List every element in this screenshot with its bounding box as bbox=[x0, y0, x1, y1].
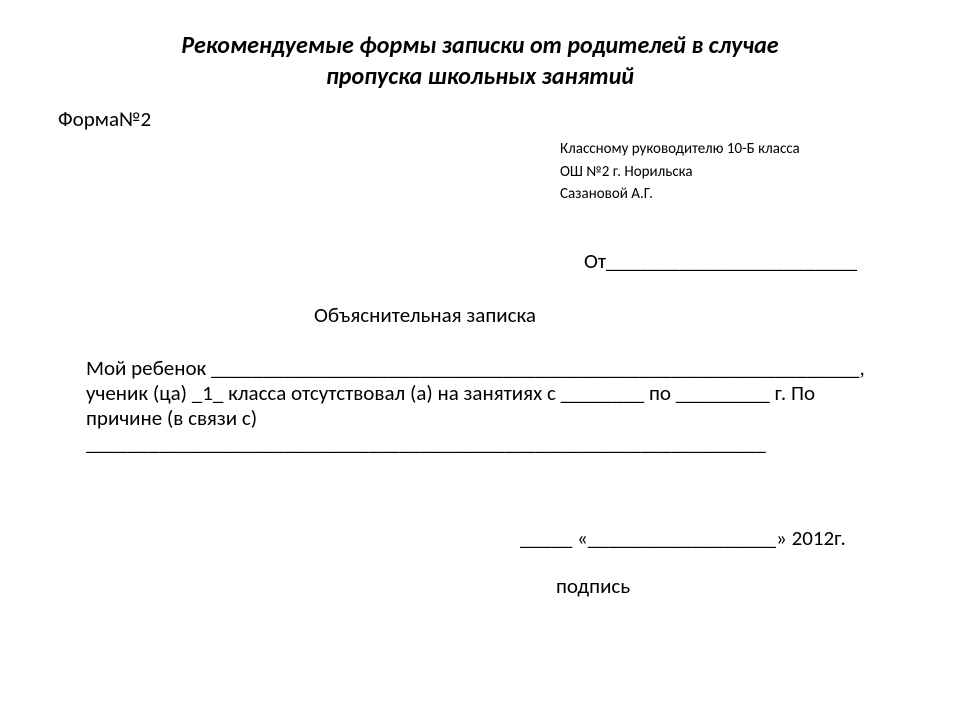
body-text: Мой ребенок ____________________________… bbox=[86, 356, 870, 457]
addressee-line-3: Сазановой А.Г. bbox=[560, 183, 910, 206]
signature-label: подпись bbox=[556, 573, 910, 599]
addressee-block: Классному руководителю 10-Б класса ОШ №2… bbox=[560, 138, 910, 206]
form-number: Форма№2 bbox=[58, 106, 910, 132]
date-line: _____ «__________________» 2012г. bbox=[520, 525, 910, 551]
document-title: Объяснительная записка bbox=[0, 302, 910, 328]
title-line-2: пропуска школьных занятий bbox=[90, 61, 870, 92]
addressee-line-1: Классному руководителю 10-Б класса bbox=[560, 138, 910, 161]
title-line-1: Рекомендуемые формы записки от родителей… bbox=[90, 30, 870, 61]
from-line: От________________________ bbox=[584, 248, 910, 274]
page-title: Рекомендуемые формы записки от родителей… bbox=[50, 30, 910, 92]
addressee-line-2: ОШ №2 г. Норильска bbox=[560, 161, 910, 184]
